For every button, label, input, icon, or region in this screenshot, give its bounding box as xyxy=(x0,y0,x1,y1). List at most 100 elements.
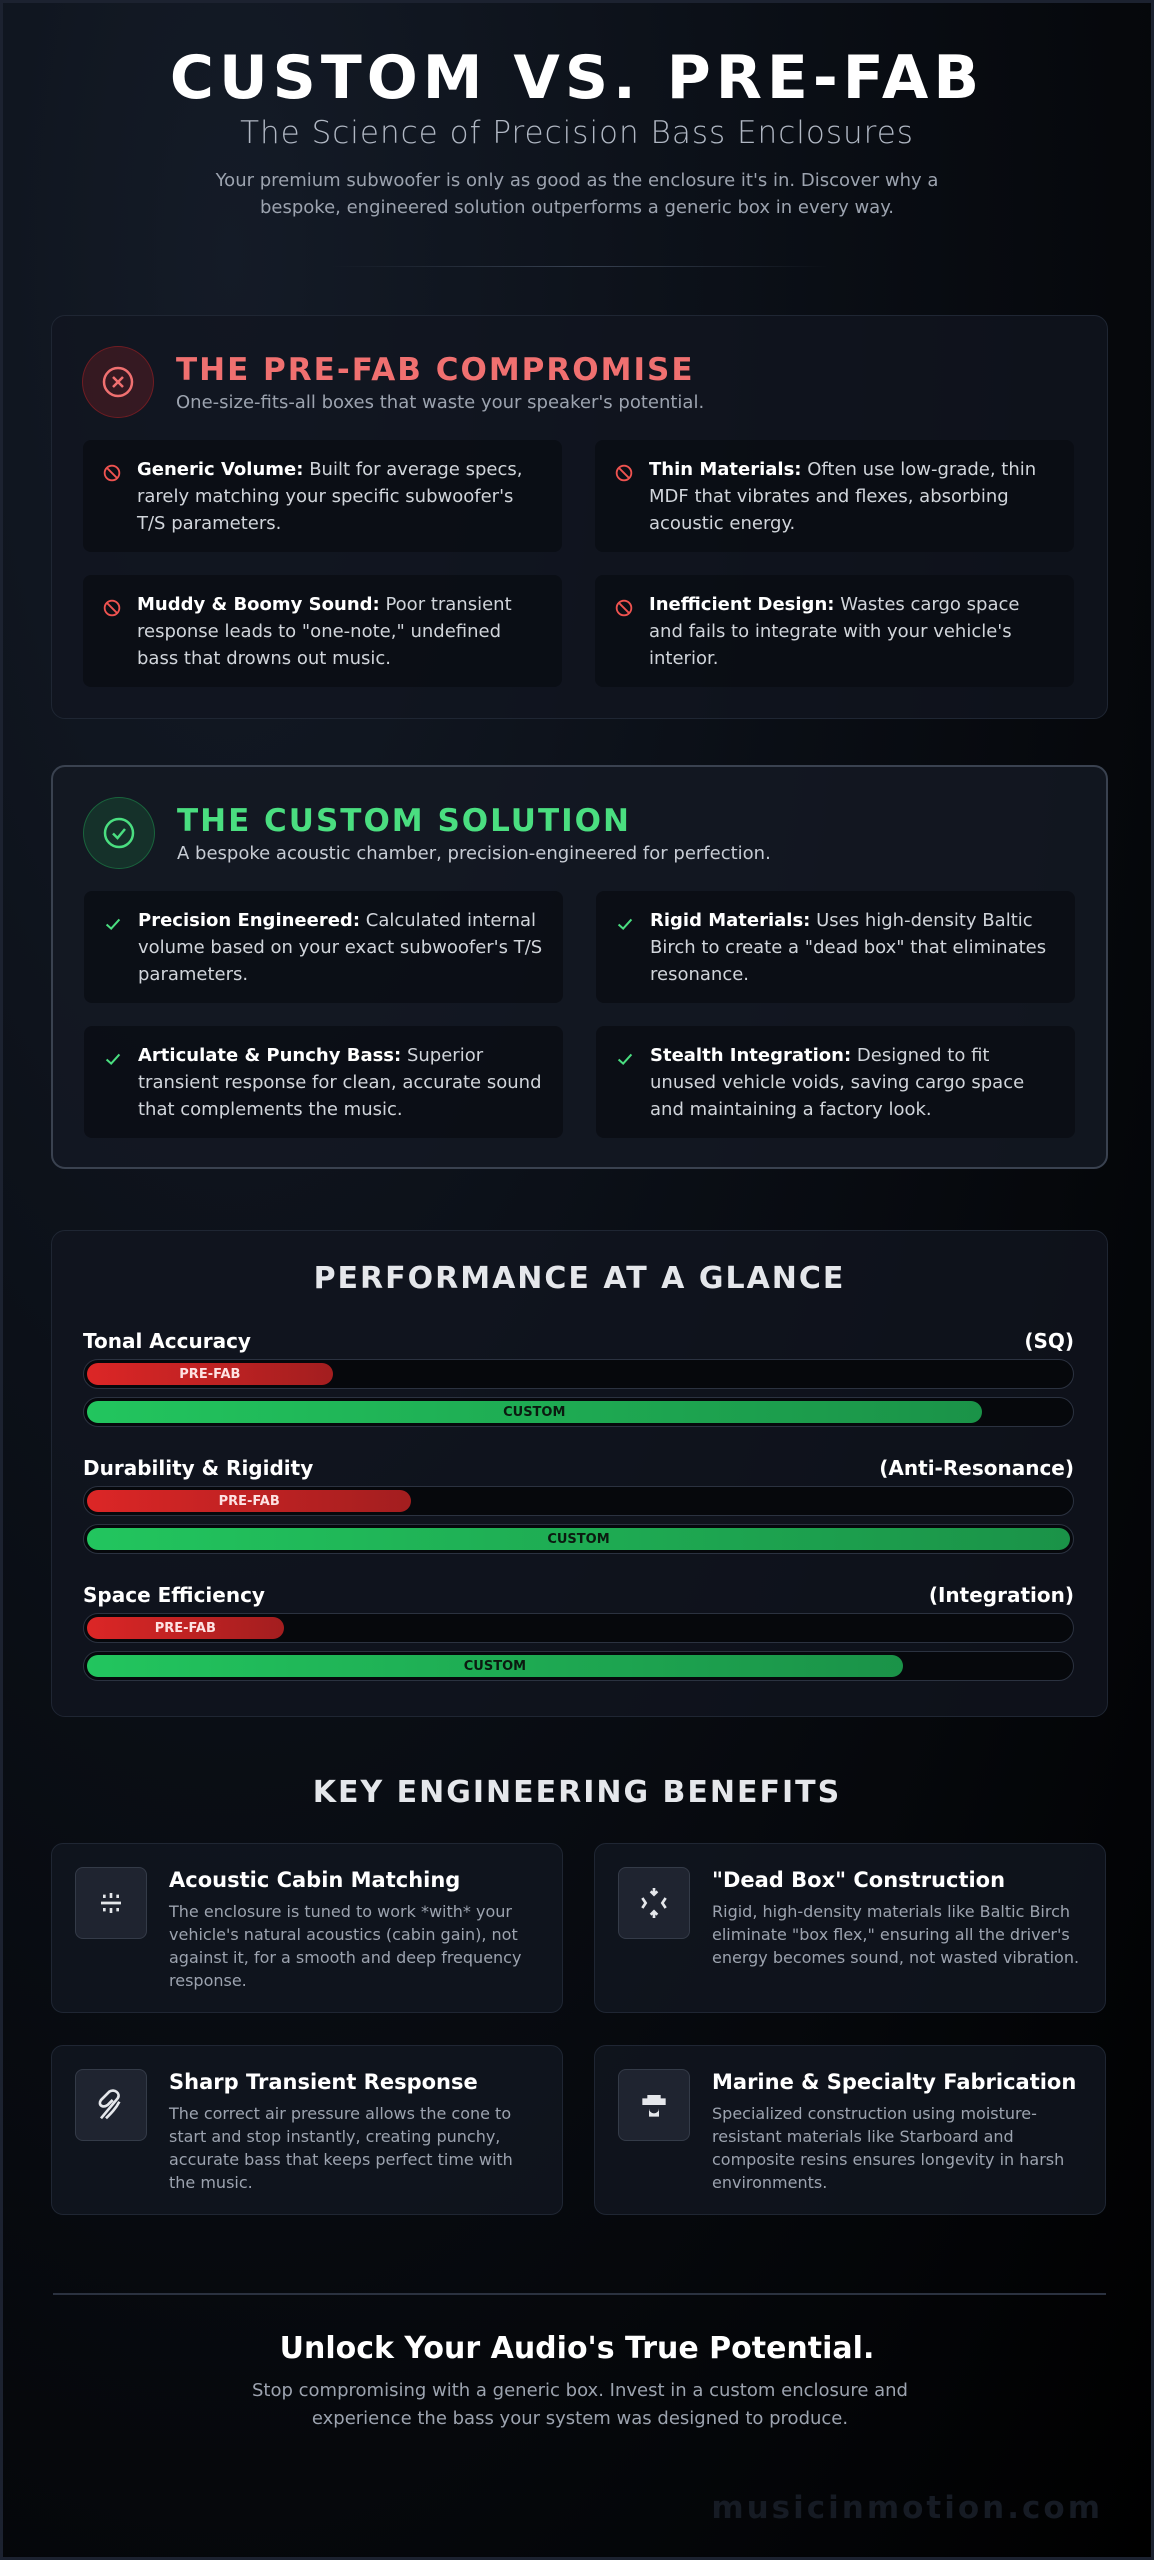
bar-track: CUSTOM xyxy=(83,1397,1074,1427)
icon xyxy=(82,346,154,418)
icon xyxy=(615,464,633,482)
benefit-icon xyxy=(618,2069,690,2141)
card-title: THE PRE-FAB COMPROMISE xyxy=(176,351,695,388)
icon xyxy=(101,1893,121,1913)
prefab-card: THE PRE-FAB COMPROMISE One-size-fits-all… xyxy=(51,315,1108,719)
feature-text: Calculated internal volume based on your… xyxy=(138,910,543,985)
metric-note: (Anti-Resonance) xyxy=(879,1456,1074,1480)
bar: CUSTOM xyxy=(87,1528,1070,1550)
bar-track: PRE-FAB xyxy=(83,1486,1074,1516)
subtitle: The Science of Precision Bass Enclosures xyxy=(240,115,914,151)
benefit-title: "Dead Box" Construction xyxy=(712,1868,1006,1892)
benefit-text: The enclosure is tuned to work *with* yo… xyxy=(169,1902,522,1990)
metric-name: Space Efficiency xyxy=(83,1583,265,1607)
section-title: KEY ENGINEERING BENEFITS xyxy=(312,1775,842,1810)
benefit-icon xyxy=(75,1867,147,1939)
benefit-icon xyxy=(618,1867,690,1939)
header-text: THE PRE-FAB COMPROMISE One-size-fits-all… xyxy=(176,352,704,413)
feature-text: Designed to fit unused vehicle voids, sa… xyxy=(650,1045,1025,1120)
bar-label: CUSTOM xyxy=(547,1531,610,1547)
benefit-card: Marine & Specialty Fabrication Specialize… xyxy=(594,2045,1106,2215)
feature-text: Often use low-grade, thin MDF that vibra… xyxy=(649,459,1037,534)
feature-text: Wastes cargo space and fails to integrat… xyxy=(649,594,1020,669)
icon xyxy=(105,1053,121,1066)
bar-label: CUSTOM xyxy=(463,1658,527,1674)
bar: CUSTOM xyxy=(87,1401,982,1423)
metric-header: Space Efficiency (Integration) xyxy=(83,1583,1074,1607)
card-header: THE CUSTOM SOLUTION A bespoke acoustic c… xyxy=(83,797,771,869)
feature-text: Uses high-density Baltic Birch to create… xyxy=(650,910,1047,985)
feature-item: Thin Materials: Often use low-grade, thi… xyxy=(595,440,1074,552)
benefit-title: Acoustic Cabin Matching xyxy=(169,1868,461,1892)
feature-item: Generic Volume: Built for average specs,… xyxy=(83,440,562,552)
bar-track: PRE-FAB xyxy=(83,1359,1074,1389)
feature-label: Muddy & Boomy Sound: xyxy=(137,594,380,615)
icon xyxy=(105,918,121,931)
benefit-text: The correct air pressure allows the cone… xyxy=(169,2104,513,2192)
divider xyxy=(53,2293,1106,2295)
icon xyxy=(98,2089,121,2120)
icon xyxy=(617,918,633,931)
card-header: THE PRE-FAB COMPROMISE One-size-fits-all… xyxy=(82,346,704,418)
section-title: PERFORMANCE AT A GLANCE xyxy=(313,1261,846,1296)
icon xyxy=(617,1053,633,1066)
benefit-text: Specialized construction using moisture-… xyxy=(712,2104,1065,2192)
header-text: THE CUSTOM SOLUTION A bespoke acoustic c… xyxy=(177,803,771,864)
icon xyxy=(103,464,121,482)
bar: PRE-FAB xyxy=(87,1363,333,1385)
bar-label: PRE-FAB xyxy=(218,1493,280,1509)
bar-label: CUSTOM xyxy=(503,1404,566,1420)
bar-label: PRE-FAB xyxy=(179,1366,241,1382)
bar-track: PRE-FAB xyxy=(83,1613,1074,1643)
feature-label: Thin Materials: xyxy=(649,459,802,480)
page-title: CUSTOM VS. PRE-FAB xyxy=(169,43,985,113)
bar: CUSTOM xyxy=(87,1655,903,1677)
cta-title: Unlock Your Audio's True Potential. xyxy=(279,2331,875,2366)
feature-text: Built for average specs, rarely matching… xyxy=(137,459,523,534)
bar-track: CUSTOM xyxy=(83,1524,1074,1554)
benefit-card: "Dead Box" Construction Rigid, high-densi… xyxy=(594,1843,1106,2013)
card-title: THE CUSTOM SOLUTION xyxy=(177,802,631,839)
benefit-text: Rigid, high-density materials like Balti… xyxy=(712,1902,1080,1967)
metric-note: (SQ) xyxy=(1024,1329,1074,1353)
feature-label: Inefficient Design: xyxy=(649,594,835,615)
feature-label: Stealth Integration: xyxy=(650,1045,852,1066)
feature-item: Muddy & Boomy Sound: Poor transient resp… xyxy=(83,575,562,687)
card-subtitle: One-size-fits-all boxes that waste your … xyxy=(176,391,705,413)
bar: PRE-FAB xyxy=(87,1617,284,1639)
benefit-title: Sharp Transient Response xyxy=(169,2070,478,2094)
feature-label: Articulate & Punchy Bass: xyxy=(138,1045,402,1066)
feature-label: Rigid Materials: xyxy=(650,910,811,931)
performance-card: PERFORMANCE AT A GLANCE Tonal Accuracy (S… xyxy=(51,1230,1108,1717)
icon xyxy=(641,1888,667,1918)
feature-text: Poor transient response leads to "one-no… xyxy=(137,594,512,669)
x-icon xyxy=(102,366,134,398)
benefit-card: Sharp Transient Response The correct air … xyxy=(51,2045,563,2215)
metric-header: Durability & Rigidity (Anti-Resonance) xyxy=(83,1456,1074,1480)
card-subtitle: A bespoke acoustic chamber, precision-en… xyxy=(177,842,771,864)
bar-label: PRE-FAB xyxy=(154,1620,216,1636)
icon xyxy=(642,2095,666,2117)
bar-track: CUSTOM xyxy=(83,1651,1074,1681)
metric-header: Tonal Accuracy (SQ) xyxy=(83,1329,1074,1353)
divider xyxy=(330,266,830,267)
feature-item: Articulate & Punchy Bass: Superior trans… xyxy=(84,1026,563,1138)
bar: PRE-FAB xyxy=(87,1490,412,1512)
benefit-icon xyxy=(75,2069,147,2141)
feature-item: Rigid Materials: Uses high-density Balti… xyxy=(596,891,1075,1003)
custom-card: THE CUSTOM SOLUTION A bespoke acoustic c… xyxy=(51,765,1108,1169)
icon xyxy=(83,797,155,869)
icon xyxy=(615,599,633,617)
metric-name: Tonal Accuracy xyxy=(83,1329,251,1353)
metric-name: Durability & Rigidity xyxy=(83,1456,314,1480)
feature-text: Superior transient response for clean, a… xyxy=(138,1045,542,1120)
benefit-title: Marine & Specialty Fabrication xyxy=(712,2070,1077,2094)
intro: Your premium subwoofer is only as good a… xyxy=(215,170,939,218)
cta-text: Stop compromising with a generic box. In… xyxy=(252,2380,908,2429)
feature-item: Precision Engineered: Calculated interna… xyxy=(84,891,563,1003)
icon xyxy=(103,599,121,617)
feature-item: Stealth Integration: Designed to fit unu… xyxy=(596,1026,1075,1138)
